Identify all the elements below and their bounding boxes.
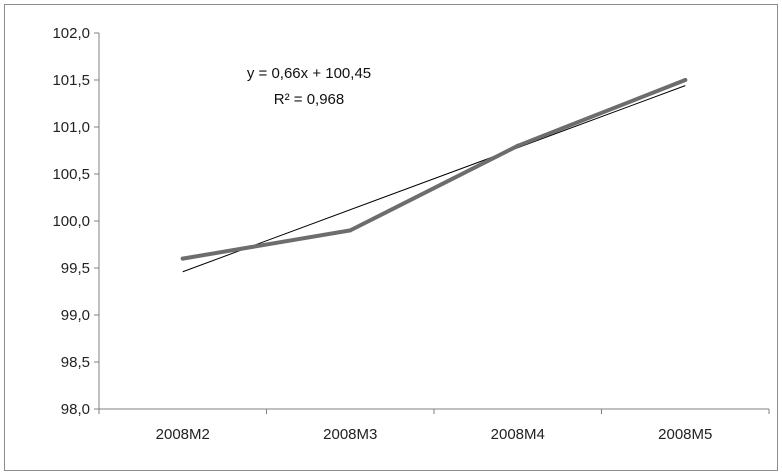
x-tick-label: 2008M2 <box>156 426 210 443</box>
data-point <box>683 78 688 82</box>
data-point <box>348 228 353 233</box>
trendline-layer <box>182 85 686 273</box>
data-point <box>180 256 185 261</box>
trendline <box>182 85 686 273</box>
y-tick-label: 101,5 <box>52 72 90 89</box>
trendline-equation: y = 0,66x + 100,45 <box>247 65 371 82</box>
x-tick-label: 2008M3 <box>323 426 377 443</box>
y-tick-label: 102,0 <box>52 25 90 42</box>
y-axis-ticks: 98,0 98,5 99,0 99,5 100,0 100,5 101,0 101,5 102,… <box>52 25 99 418</box>
data-point <box>515 143 520 148</box>
x-axis-ticks: 2008M2 2008M3 2008M4 2008M5 <box>98 409 770 443</box>
x-tick-label: 2008M4 <box>491 426 545 443</box>
y-tick-label: 98,0 <box>61 401 90 418</box>
series-line <box>180 78 688 261</box>
y-tick-label: 100,0 <box>52 213 90 230</box>
y-tick-label: 99,5 <box>61 260 90 277</box>
x-tick-label: 2008M5 <box>658 426 712 443</box>
y-tick-label: 100,5 <box>52 166 90 183</box>
y-tick-label: 99,0 <box>61 307 90 324</box>
line-chart: 98,0 98,5 99,0 99,5 100,0 100,5 101,0 101,5 102,… <box>52 25 770 443</box>
trendline-r-squared: R² = 0,968 <box>274 91 344 108</box>
series-layer <box>180 78 688 261</box>
y-tick-label: 101,0 <box>52 119 90 136</box>
axes <box>98 33 769 410</box>
y-tick-label: 98,5 <box>61 354 90 371</box>
chart-frame: 98,0 98,5 99,0 99,5 100,0 100,5 101,0 101,5 102,… <box>4 4 778 471</box>
